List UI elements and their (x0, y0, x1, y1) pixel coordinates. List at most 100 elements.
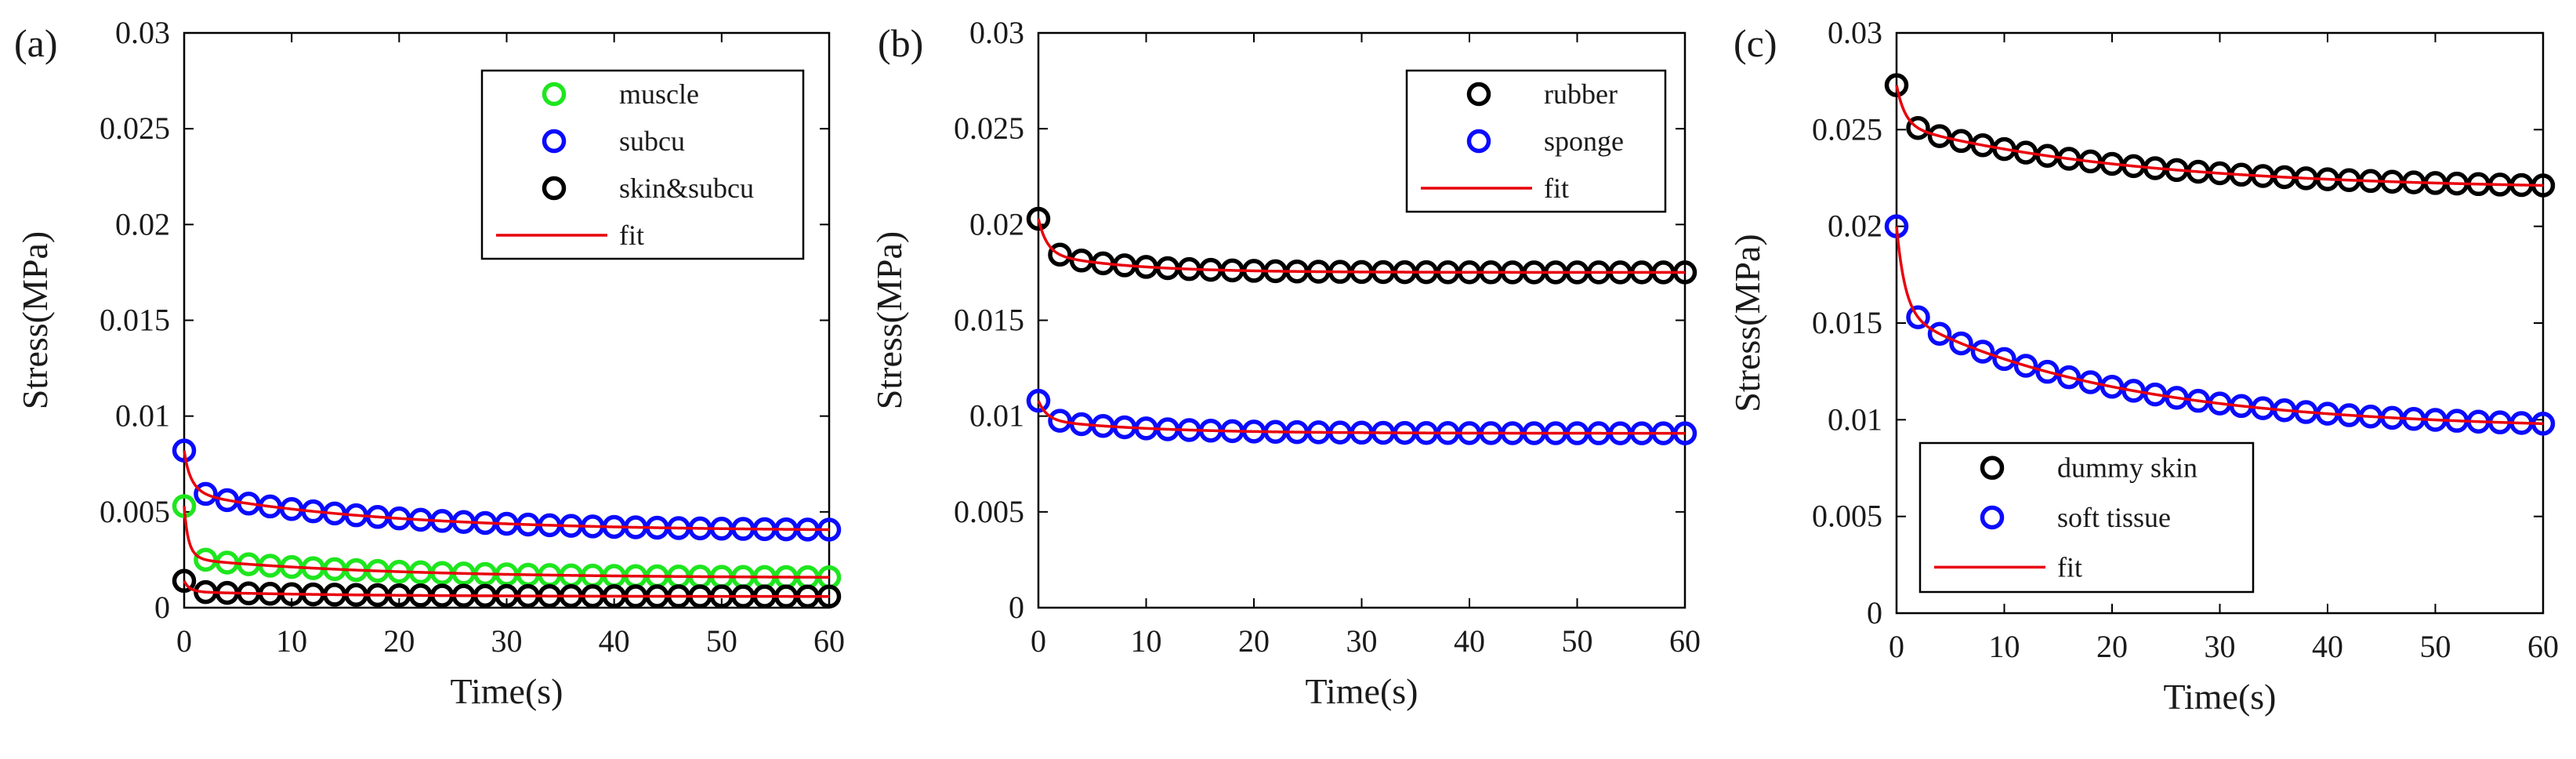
x-tick-label: 10 (276, 623, 307, 659)
legend-label: fit (1544, 172, 1569, 204)
y-tick-label: 0.005 (954, 494, 1024, 529)
y-tick-label: 0.03 (969, 15, 1024, 50)
x-tick-label: 0 (176, 623, 192, 659)
data-point (215, 488, 240, 513)
legend-label: fit (2057, 551, 2082, 583)
legend: rubber sponge fit (1405, 69, 1667, 213)
y-tick-label: 0.015 (954, 303, 1024, 338)
y-tick-label: 0.02 (1828, 209, 1882, 244)
panel-label: (a) (14, 21, 58, 65)
data-point (1970, 133, 1995, 158)
data-point (1949, 331, 1973, 356)
legend-marker (1980, 456, 2005, 480)
legend-label: dummy skin (2057, 452, 2197, 484)
y-tick-label: 0 (1867, 595, 1882, 630)
y-tick-label: 0.01 (115, 398, 170, 434)
legend-label: fit (619, 220, 644, 251)
y-tick-label: 0.005 (100, 494, 170, 529)
legend-label: skin&subcu (619, 172, 754, 204)
y-tick-label: 0.025 (954, 111, 1024, 146)
legend-frame (480, 69, 805, 260)
data-point (2056, 365, 2081, 390)
x-tick-label: 40 (2312, 629, 2343, 664)
data-point (1026, 388, 1051, 413)
y-tick-label: 0 (1009, 590, 1024, 625)
data-point (194, 481, 218, 507)
legend: muscle subcu skin&subcu fit (480, 69, 805, 260)
legend-marker (542, 82, 567, 107)
y-tick-label: 0.025 (1812, 111, 1882, 147)
y-tick-label: 0.02 (969, 206, 1024, 242)
legend-marker (542, 129, 567, 154)
x-tick-label: 50 (706, 623, 737, 659)
legend-label: muscle (619, 78, 699, 110)
x-tick-label: 40 (599, 623, 630, 659)
series-rubber (1026, 206, 1697, 285)
data-point (1906, 305, 1930, 329)
y-tick-label: 0.03 (115, 15, 170, 50)
legend-label: sponge (1544, 125, 1624, 157)
data-point (2078, 370, 2103, 394)
y-tick-label: 0.015 (1812, 305, 1882, 340)
chart-panel-3: (c) 0 0.005 0.01 0.015 0.02 0.025 0.03 0 10 20 30 40… (1727, 15, 2559, 717)
x-tick-label: 60 (2527, 629, 2559, 664)
x-tick-label: 30 (491, 623, 523, 659)
y-axis-label: Stress(MPa) (15, 231, 55, 409)
panel-label: (c) (1734, 21, 1777, 65)
data-point (2035, 359, 2060, 384)
data-point (172, 438, 197, 463)
y-tick-label: 0.01 (969, 398, 1024, 434)
y-axis-label: Stress(MPa) (869, 231, 909, 409)
legend-marker (542, 176, 567, 201)
x-axis-label: Time(s) (1306, 671, 1418, 711)
x-tick-label: 40 (1454, 623, 1485, 659)
data-point (1927, 321, 1952, 346)
x-tick-label: 60 (813, 623, 845, 659)
x-tick-label: 0 (1889, 629, 1904, 664)
legend-label: rubber (1544, 78, 1618, 110)
data-point (2013, 140, 2038, 165)
data-point (1884, 73, 1909, 97)
y-tick-label: 0.02 (115, 206, 170, 242)
x-tick-label: 50 (1562, 623, 1593, 659)
data-point (1927, 124, 1952, 148)
data-point (1048, 242, 1072, 267)
x-tick-label: 30 (2205, 629, 2236, 664)
data-point (1992, 136, 2016, 162)
data-point (2143, 382, 2168, 407)
y-tick-label: 0.025 (100, 111, 170, 146)
legend-frame (1405, 69, 1667, 213)
data-point (1992, 347, 2016, 372)
fit-curve (1895, 85, 2544, 187)
data-point (2121, 379, 2146, 403)
x-tick-label: 0 (1031, 623, 1046, 659)
y-tick-label: 0 (154, 590, 170, 625)
y-tick-label: 0.03 (1828, 15, 1882, 50)
x-tick-label: 20 (1238, 623, 1270, 659)
x-tick-label: 60 (1669, 623, 1701, 659)
data-point (194, 547, 218, 572)
x-tick-label: 30 (1346, 623, 1378, 659)
series-dummy-skin (1884, 73, 2556, 198)
legend-marker (1466, 129, 1491, 154)
x-axis-label: Time(s) (2164, 677, 2277, 717)
legend-marker (1980, 505, 2005, 530)
x-tick-label: 10 (1989, 629, 2020, 664)
series-soft-tissue (1884, 214, 2556, 436)
data-point (1970, 340, 1995, 364)
x-tick-label: 10 (1131, 623, 1162, 659)
data-point (1069, 249, 1094, 273)
y-tick-label: 0.005 (1812, 499, 1882, 534)
series-muscle (172, 494, 842, 590)
x-axis-label: Time(s) (451, 671, 563, 711)
y-tick-label: 0.01 (1828, 401, 1882, 437)
series-sponge (1026, 388, 1697, 445)
series-subcu (172, 438, 842, 542)
fit-curve (183, 450, 830, 532)
x-tick-label: 50 (2420, 629, 2451, 664)
legend: dummy skin soft tissue fit (1918, 441, 2255, 594)
y-axis-label: Stress(MPa) (1727, 234, 1767, 412)
legend-marker (1466, 82, 1491, 107)
series-skin-subcu (172, 568, 842, 608)
